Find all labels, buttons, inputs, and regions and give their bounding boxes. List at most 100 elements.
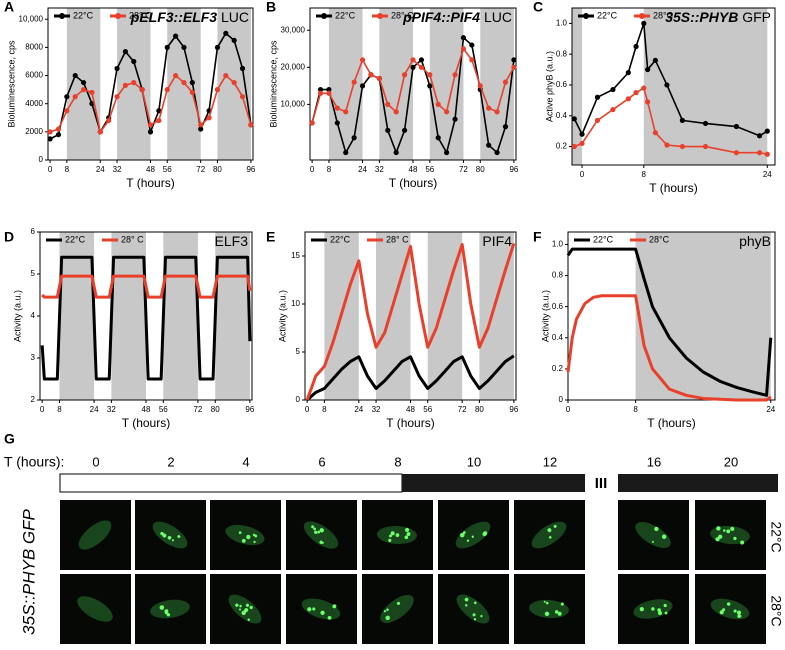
data-point (401, 72, 408, 78)
x-tick-label: 96 (509, 405, 518, 414)
speckle (737, 614, 741, 618)
data-point (571, 116, 577, 122)
data-point (114, 65, 120, 72)
y-tick-label: 1.0 (552, 240, 564, 249)
data-point (231, 79, 237, 86)
y-tick-label: 2000 (25, 127, 43, 136)
y-tick-label: 10,000 (19, 14, 44, 23)
time-label: T (hours): (4, 454, 64, 470)
data-point (64, 108, 70, 114)
light-bar (59, 473, 403, 493)
x-tick-label: 48 (406, 405, 415, 414)
data-point (80, 87, 87, 93)
data-point (435, 101, 441, 107)
data-point (206, 115, 212, 121)
speckle (253, 540, 256, 544)
title-italic: pPIF4::PIF4 (402, 9, 480, 25)
y-tick-label: 0.8 (556, 49, 568, 58)
data-point (376, 75, 382, 82)
x-tick-label: 56 (425, 165, 434, 174)
data-point (223, 72, 229, 79)
data-point (427, 72, 433, 78)
data-point (452, 116, 458, 122)
data-point (326, 86, 332, 93)
data-point (733, 123, 740, 130)
data-point (131, 79, 137, 86)
data-point (385, 101, 391, 107)
legend-label: 28°C (653, 10, 674, 20)
data-point (164, 87, 170, 93)
data-point (679, 143, 685, 150)
speckle (244, 608, 249, 613)
speckle (543, 600, 546, 603)
data-point (641, 85, 647, 91)
data-point (594, 94, 601, 100)
data-point (418, 57, 425, 63)
data-point (469, 42, 475, 48)
y-tick-label: 6000 (25, 71, 43, 80)
data-point (106, 117, 112, 124)
title-italic: 35S::PHYB (665, 9, 738, 25)
speckle (171, 539, 175, 542)
legend-label: 22°C (65, 234, 86, 244)
x-tick-label: 0 (580, 170, 585, 179)
speckle (164, 611, 168, 615)
speckle (395, 533, 400, 537)
data-point (248, 122, 254, 128)
speckle (651, 607, 655, 611)
speckle (319, 540, 323, 544)
y-tick-label: 0 (296, 395, 301, 404)
data-point (444, 149, 450, 156)
time-value: 20 (724, 454, 738, 469)
legend-label: 28° C (129, 10, 152, 20)
speckle (388, 538, 392, 542)
time-value: 8 (394, 454, 401, 469)
x-tick-label: 32 (372, 405, 381, 414)
data-point (181, 44, 187, 51)
data-point (393, 149, 399, 156)
chart-title: pPIF4::PIF4 LUC (402, 9, 512, 25)
y-tick-label: 0 (559, 395, 564, 404)
night-shading (643, 8, 768, 165)
time-value: 10 (467, 454, 481, 469)
chart-title: phyB (739, 233, 771, 249)
data-point (317, 86, 324, 93)
dark-bar (402, 474, 585, 492)
x-tick-label: 48 (146, 165, 155, 174)
speckle (545, 601, 549, 605)
data-point (64, 94, 70, 100)
x-tick-label: 8 (327, 165, 332, 174)
y-tick-label: 20,000 (281, 62, 306, 71)
y-tick-label: 0.8 (552, 271, 564, 280)
x-tick-label: 24 (90, 405, 99, 414)
speckle (313, 527, 317, 531)
series-line (566, 247, 773, 397)
data-point (610, 106, 616, 113)
y-tick-label: 0.6 (556, 80, 568, 89)
data-point (164, 44, 170, 51)
speckle (246, 534, 251, 540)
data-point (47, 129, 53, 135)
data-point (418, 64, 425, 70)
title-suffix: GFP (742, 9, 771, 25)
legend-marker (59, 13, 65, 19)
x-tick-label: 96 (509, 165, 518, 174)
speckle (464, 597, 469, 602)
title-italic: phyB (739, 233, 771, 249)
x-tick-label: 32 (107, 405, 116, 414)
y-tick-label: 8000 (25, 43, 43, 52)
data-point (679, 117, 685, 123)
data-point (181, 79, 187, 86)
speckle (319, 528, 324, 533)
data-point (122, 82, 128, 89)
y-tick-label: 0 (39, 155, 44, 164)
data-point (55, 126, 62, 132)
x-axis-label: T (hours) (389, 176, 437, 190)
x-axis-label: T (hours) (122, 416, 170, 430)
speckle (657, 610, 663, 616)
series-line (305, 242, 516, 401)
title-italic: ELF3 (215, 233, 249, 249)
night-shading (111, 232, 146, 400)
speckle (159, 605, 165, 610)
speckle (719, 610, 724, 615)
